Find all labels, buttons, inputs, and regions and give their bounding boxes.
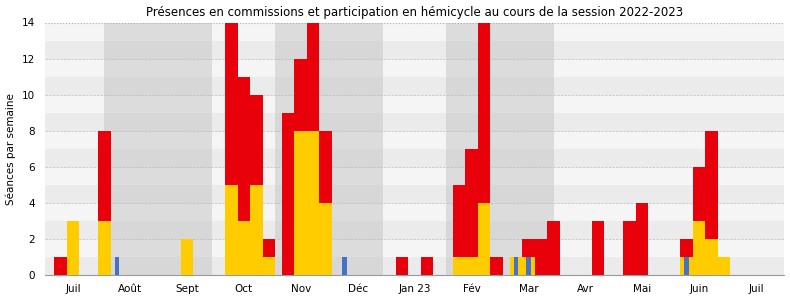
Bar xyxy=(55,257,67,275)
Bar xyxy=(535,239,547,275)
Bar xyxy=(115,257,119,275)
Bar xyxy=(44,167,784,184)
Bar xyxy=(181,239,193,275)
Y-axis label: Séances par semaine: Séances par semaine xyxy=(6,93,16,205)
Bar xyxy=(225,184,238,275)
Bar xyxy=(307,0,319,130)
Bar xyxy=(718,257,731,275)
Bar xyxy=(491,257,502,275)
Bar xyxy=(547,221,559,275)
Bar xyxy=(680,239,693,257)
Bar xyxy=(44,94,784,112)
Bar xyxy=(98,130,111,221)
Bar xyxy=(250,94,262,184)
Bar xyxy=(510,257,522,275)
Bar xyxy=(636,203,649,275)
Bar xyxy=(342,257,347,275)
Title: Présences en commissions et participation en hémicycle au cours de la session 20: Présences en commissions et participatio… xyxy=(146,6,683,19)
Bar xyxy=(275,22,383,275)
Bar xyxy=(453,184,465,257)
Bar xyxy=(465,257,478,275)
Bar xyxy=(623,221,636,275)
Bar xyxy=(693,167,705,221)
Bar xyxy=(522,239,535,257)
Bar xyxy=(250,184,262,275)
Bar xyxy=(225,0,238,184)
Bar xyxy=(684,257,689,275)
Bar xyxy=(44,221,784,239)
Bar xyxy=(319,203,332,275)
Bar xyxy=(465,148,478,257)
Bar xyxy=(44,58,784,76)
Bar xyxy=(705,239,718,275)
Bar xyxy=(98,221,111,275)
Bar xyxy=(421,257,433,275)
Bar xyxy=(522,257,535,275)
Bar xyxy=(262,257,275,275)
Bar xyxy=(295,130,307,275)
Bar xyxy=(104,22,213,275)
Bar xyxy=(238,221,250,275)
Bar xyxy=(705,130,718,239)
Bar xyxy=(44,257,784,275)
Bar xyxy=(478,203,491,275)
Bar xyxy=(693,221,705,275)
Bar xyxy=(282,112,295,275)
Bar xyxy=(295,58,307,130)
Bar xyxy=(307,130,319,275)
Bar xyxy=(262,239,275,257)
Bar xyxy=(526,257,531,275)
Bar xyxy=(44,130,784,148)
Bar xyxy=(680,257,693,275)
Bar xyxy=(478,22,491,203)
Bar xyxy=(514,257,518,275)
Bar xyxy=(453,257,465,275)
Bar xyxy=(44,112,784,130)
Bar xyxy=(67,221,79,275)
Bar xyxy=(44,76,784,94)
Bar xyxy=(44,203,784,221)
Bar xyxy=(592,221,604,275)
Bar xyxy=(396,257,408,275)
Bar xyxy=(238,76,250,221)
Bar xyxy=(44,184,784,203)
Bar xyxy=(319,130,332,203)
Bar xyxy=(44,22,784,40)
Bar xyxy=(44,239,784,257)
Bar xyxy=(446,22,554,275)
Bar xyxy=(44,40,784,58)
Bar xyxy=(44,148,784,166)
